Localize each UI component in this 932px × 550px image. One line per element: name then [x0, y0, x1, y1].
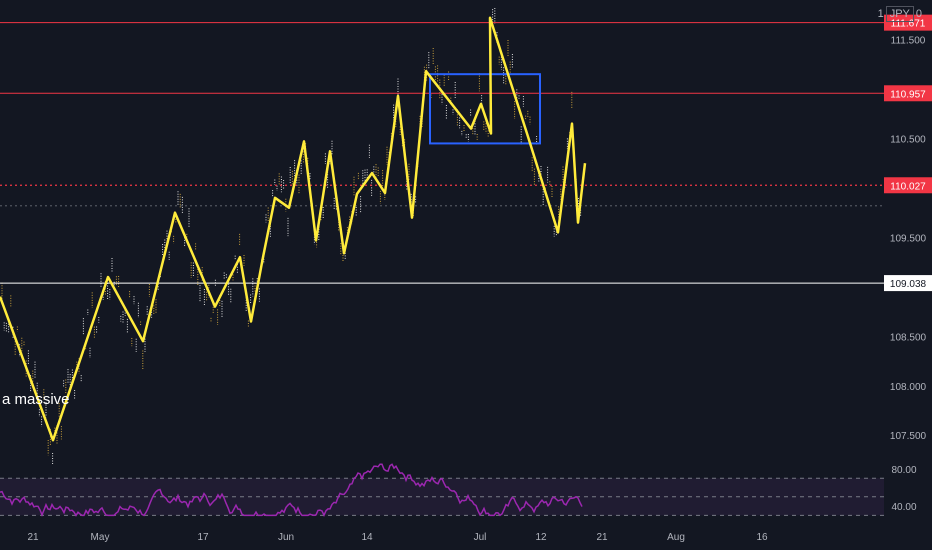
x-axis-tick-label: Jul	[474, 532, 487, 543]
x-axis-tick-label: 16	[756, 532, 768, 543]
price-level-tag	[884, 275, 932, 292]
price-axis-tick-label: 111.500	[891, 36, 926, 47]
currency-lead-digit: 1	[877, 8, 884, 20]
rsi-axis-tick-label: 40.00	[891, 502, 916, 513]
x-axis-tick-label: May	[91, 532, 110, 543]
price-axis-tick-label: 107.500	[890, 431, 927, 442]
zigzag-line	[0, 16, 587, 442]
x-axis-tick-label: Aug	[667, 532, 685, 543]
x-axis-tick-label: 17	[197, 532, 209, 543]
price-level-tag	[884, 177, 932, 194]
rsi-line	[0, 463, 583, 518]
currency-label: JPY	[885, 6, 914, 22]
rsi-axis-tick-label: 80.00	[891, 465, 916, 476]
x-axis-tick-label: 21	[27, 532, 39, 543]
axes: 111.671 110.957 110.027 109.038 107.500 108.0…	[27, 14, 932, 543]
x-axis-tick-label: 21	[596, 532, 608, 543]
price-axis-tick-label: 108.000	[890, 382, 927, 393]
x-axis-tick-label: 14	[361, 532, 373, 543]
price-pane	[0, 8, 884, 465]
price-level-label: 111.671	[891, 19, 926, 30]
currency-selector[interactable]: 1 JPY 0	[878, 6, 922, 22]
price-level-label: 110.957	[890, 89, 926, 100]
price-axis-tick-label: 108.500	[890, 332, 927, 343]
highlight-box	[429, 73, 541, 145]
price-level-tag	[884, 14, 932, 31]
price-level-tag	[884, 85, 932, 102]
price-level-label: 110.027	[890, 181, 926, 192]
price-axis-tick-label: 110.500	[890, 134, 926, 145]
chart-caption: a massive	[2, 391, 70, 408]
rsi-pane	[0, 463, 884, 518]
price-level-label: 109.038	[890, 279, 927, 290]
currency-trail-digit: 0	[915, 8, 922, 20]
x-axis-tick-label: 12	[535, 532, 547, 543]
x-axis-tick-label: Jun	[278, 532, 294, 543]
price-axis-tick-label: 109.500	[890, 233, 927, 244]
